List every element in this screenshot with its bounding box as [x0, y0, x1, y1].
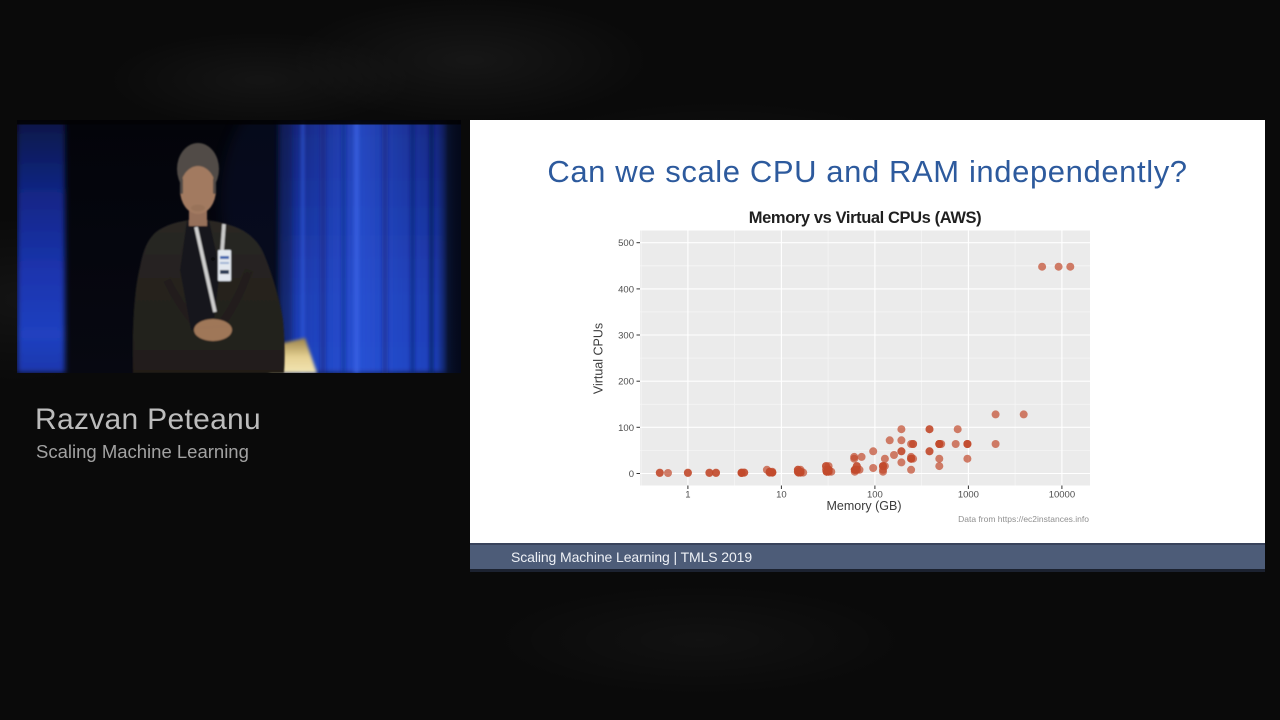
svg-text:10: 10 [776, 490, 787, 501]
svg-text:10000: 10000 [1049, 490, 1075, 501]
svg-text:1000: 1000 [958, 490, 979, 501]
svg-text:1: 1 [685, 490, 690, 501]
svg-text:300: 300 [618, 331, 634, 342]
svg-text:Memory (GB): Memory (GB) [827, 499, 902, 513]
svg-text:Memory vs Virtual CPUs (AWS): Memory vs Virtual CPUs (AWS) [749, 209, 981, 227]
svg-text:0: 0 [629, 469, 634, 480]
svg-text:400: 400 [618, 284, 634, 295]
svg-text:100: 100 [867, 490, 883, 501]
svg-text:200: 200 [618, 377, 634, 388]
svg-text:Data from https://ec2instances: Data from https://ec2instances.info [958, 514, 1089, 524]
svg-text:Virtual CPUs: Virtual CPUs [592, 323, 606, 394]
svg-text:500: 500 [618, 238, 634, 249]
svg-text:100: 100 [618, 423, 634, 434]
